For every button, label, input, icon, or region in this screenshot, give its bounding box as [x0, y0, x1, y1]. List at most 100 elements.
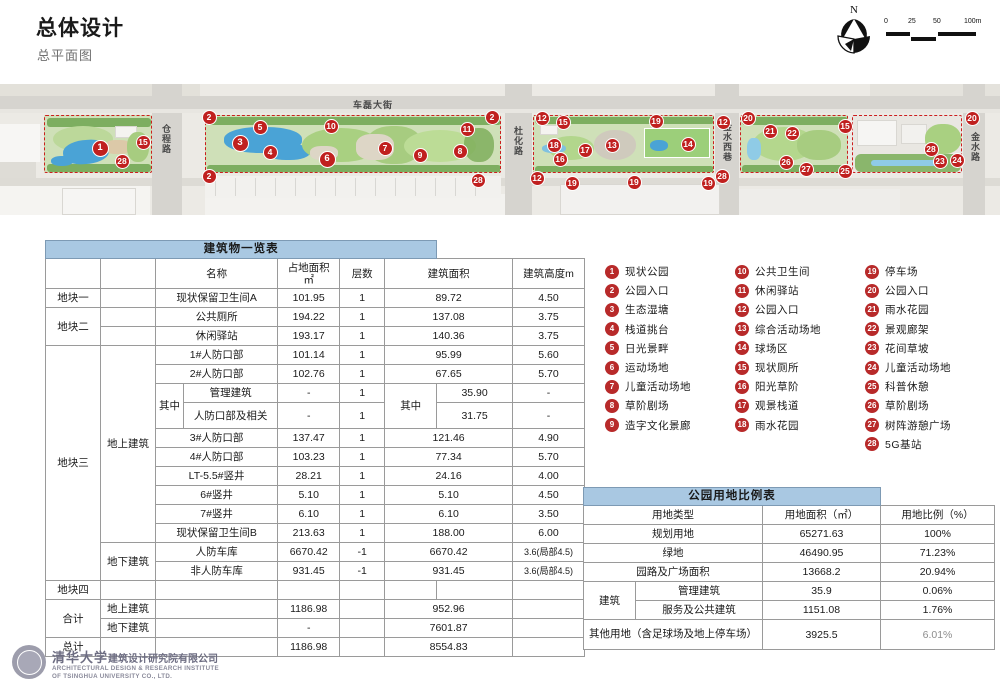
map-marker[interactable]: 12 — [529, 170, 545, 186]
group-cell-empty — [100, 288, 156, 309]
legend-number-badge: 4 — [605, 322, 619, 337]
map-marker[interactable]: 26 — [778, 154, 794, 170]
map-marker[interactable]: 19 — [648, 113, 664, 129]
map-marker[interactable]: 28 — [923, 141, 939, 157]
map-marker[interactable]: 3 — [231, 134, 249, 152]
map-marker[interactable]: 15 — [555, 114, 571, 130]
map-marker[interactable]: 19 — [700, 175, 716, 191]
legend-item[interactable]: 8 草阶剧场 — [605, 396, 735, 415]
legend-item[interactable]: 23 花间草坡 — [865, 339, 995, 358]
legend-item[interactable]: 21 雨水花园 — [865, 300, 995, 319]
map-marker[interactable]: 20 — [740, 110, 756, 126]
map-marker[interactable]: 7 — [377, 140, 393, 156]
road-label-cangcheng: 仓程路 — [161, 124, 171, 154]
legend-item[interactable]: 9 造字文化景廊 — [605, 416, 735, 435]
legend-item[interactable]: 26 草阶剧场 — [865, 396, 995, 415]
row-floors: 1 — [339, 428, 386, 449]
row-area: 67.65 — [384, 364, 513, 385]
legend-item[interactable]: 13 综合活动场地 — [735, 320, 865, 339]
legend-number-badge: 7 — [605, 379, 619, 394]
map-marker[interactable]: 23 — [932, 153, 948, 169]
map-marker[interactable]: 13 — [604, 137, 620, 153]
map-marker[interactable]: 25 — [837, 163, 853, 179]
legend-item[interactable]: 27 树阵游憩广场 — [865, 416, 995, 435]
map-marker[interactable]: 22 — [784, 125, 800, 141]
legend-item[interactable]: 5 日光景畔 — [605, 339, 735, 358]
map-marker[interactable]: 28 — [114, 153, 130, 169]
legend-item[interactable]: 17 观景栈道 — [735, 396, 865, 415]
empty-cell — [277, 580, 341, 601]
map-marker[interactable]: 16 — [552, 151, 568, 167]
legend-item[interactable]: 6 运动场地 — [605, 358, 735, 377]
row-height: - — [512, 402, 585, 430]
legend-item[interactable]: 24 儿童活动场地 — [865, 358, 995, 377]
row-floors: 1 — [339, 307, 386, 328]
map-marker[interactable]: 21 — [762, 123, 778, 139]
site-plan-map[interactable]: 仓程路 车磊大街 杜化路 金水西巷 金水路 — [0, 84, 1000, 215]
legend-item[interactable]: 3 生态湿塘 — [605, 300, 735, 319]
legend-item[interactable]: 14 球场区 — [735, 339, 865, 358]
legend-item[interactable]: 20 公园入口 — [865, 281, 995, 300]
map-marker[interactable]: 17 — [577, 142, 593, 158]
map-marker[interactable]: 9 — [412, 147, 428, 163]
map-marker[interactable]: 20 — [964, 110, 980, 126]
hdr-parcel — [45, 258, 101, 290]
row-footprint: 931.45 — [277, 561, 341, 582]
map-marker[interactable]: 12 — [715, 114, 731, 130]
map-marker[interactable]: 10 — [323, 118, 339, 134]
row-floors: 1 — [339, 466, 386, 487]
legend-item-label: 科普休憩 — [885, 381, 929, 394]
map-marker[interactable]: 27 — [798, 161, 814, 177]
legend-item[interactable]: 15 现状厕所 — [735, 358, 865, 377]
legend-item[interactable]: 28 5G基站 — [865, 435, 995, 454]
map-marker[interactable]: 2 — [201, 168, 217, 184]
landuse-type: 规划用地 — [583, 524, 763, 545]
legend-number-badge: 24 — [865, 360, 879, 375]
row-area: 24.16 — [384, 466, 513, 487]
map-marker[interactable]: 5 — [252, 119, 268, 135]
legend-number-badge: 16 — [735, 379, 749, 394]
map-marker[interactable]: 14 — [680, 136, 696, 152]
legend-item[interactable]: 10 公共卫生间 — [735, 262, 865, 281]
legend-item[interactable]: 4 栈道挑台 — [605, 320, 735, 339]
map-marker[interactable]: 11 — [459, 121, 475, 137]
map-marker[interactable]: 24 — [949, 152, 965, 168]
legend-item[interactable]: 25 科普休憩 — [865, 377, 995, 396]
legend-item[interactable]: 18 雨水花园 — [735, 416, 865, 435]
row-height: 5.70 — [512, 364, 585, 385]
legend-item[interactable]: 22 景观廊架 — [865, 320, 995, 339]
legend-item[interactable]: 7 儿童活动场地 — [605, 377, 735, 396]
legend-item[interactable]: 12 公园入口 — [735, 300, 865, 319]
map-marker[interactable]: 28 — [470, 172, 486, 188]
legend-item-label: 草阶剧场 — [625, 400, 669, 413]
table-row: 地块二 公共厕所 194.22 1 137.08 3.75 — [45, 307, 585, 347]
map-marker[interactable]: 15 — [837, 118, 853, 134]
map-marker[interactable]: 1 — [91, 139, 109, 157]
legend-item-label: 景观廊架 — [885, 323, 929, 336]
group-above-ground: 地上建筑 — [100, 599, 156, 620]
legend-item[interactable]: 11 休闲驿站 — [735, 281, 865, 300]
map-marker[interactable]: 2 — [201, 109, 217, 125]
legend-item[interactable]: 16 阳光草阶 — [735, 377, 865, 396]
map-marker[interactable]: 8 — [452, 143, 468, 159]
hdr-floors: 层数 — [339, 258, 386, 290]
map-marker[interactable]: 19 — [564, 175, 580, 191]
map-marker[interactable]: 28 — [714, 168, 730, 184]
map-marker[interactable]: 2 — [484, 109, 500, 125]
subtotal-above-footprint: 1186.98 — [277, 599, 341, 620]
map-marker[interactable]: 4 — [262, 144, 278, 160]
map-marker[interactable]: 19 — [626, 174, 642, 190]
map-marker[interactable]: 6 — [318, 150, 336, 168]
legend-item[interactable]: 2 公园入口 — [605, 281, 735, 300]
map-parcel-4[interactable] — [740, 115, 848, 173]
parcel-label-1: 地块一 — [45, 288, 101, 309]
map-marker[interactable]: 18 — [546, 137, 562, 153]
map-marker[interactable]: 15 — [135, 134, 151, 150]
map-marker[interactable]: 12 — [534, 110, 550, 126]
landuse-ratio: 20.94% — [880, 562, 995, 583]
row-floors: 1 — [339, 345, 386, 366]
legend-item[interactable]: 1 现状公园 — [605, 262, 735, 281]
row-footprint: 213.63 — [277, 523, 341, 544]
legend-item[interactable]: 19 停车场 — [865, 262, 995, 281]
